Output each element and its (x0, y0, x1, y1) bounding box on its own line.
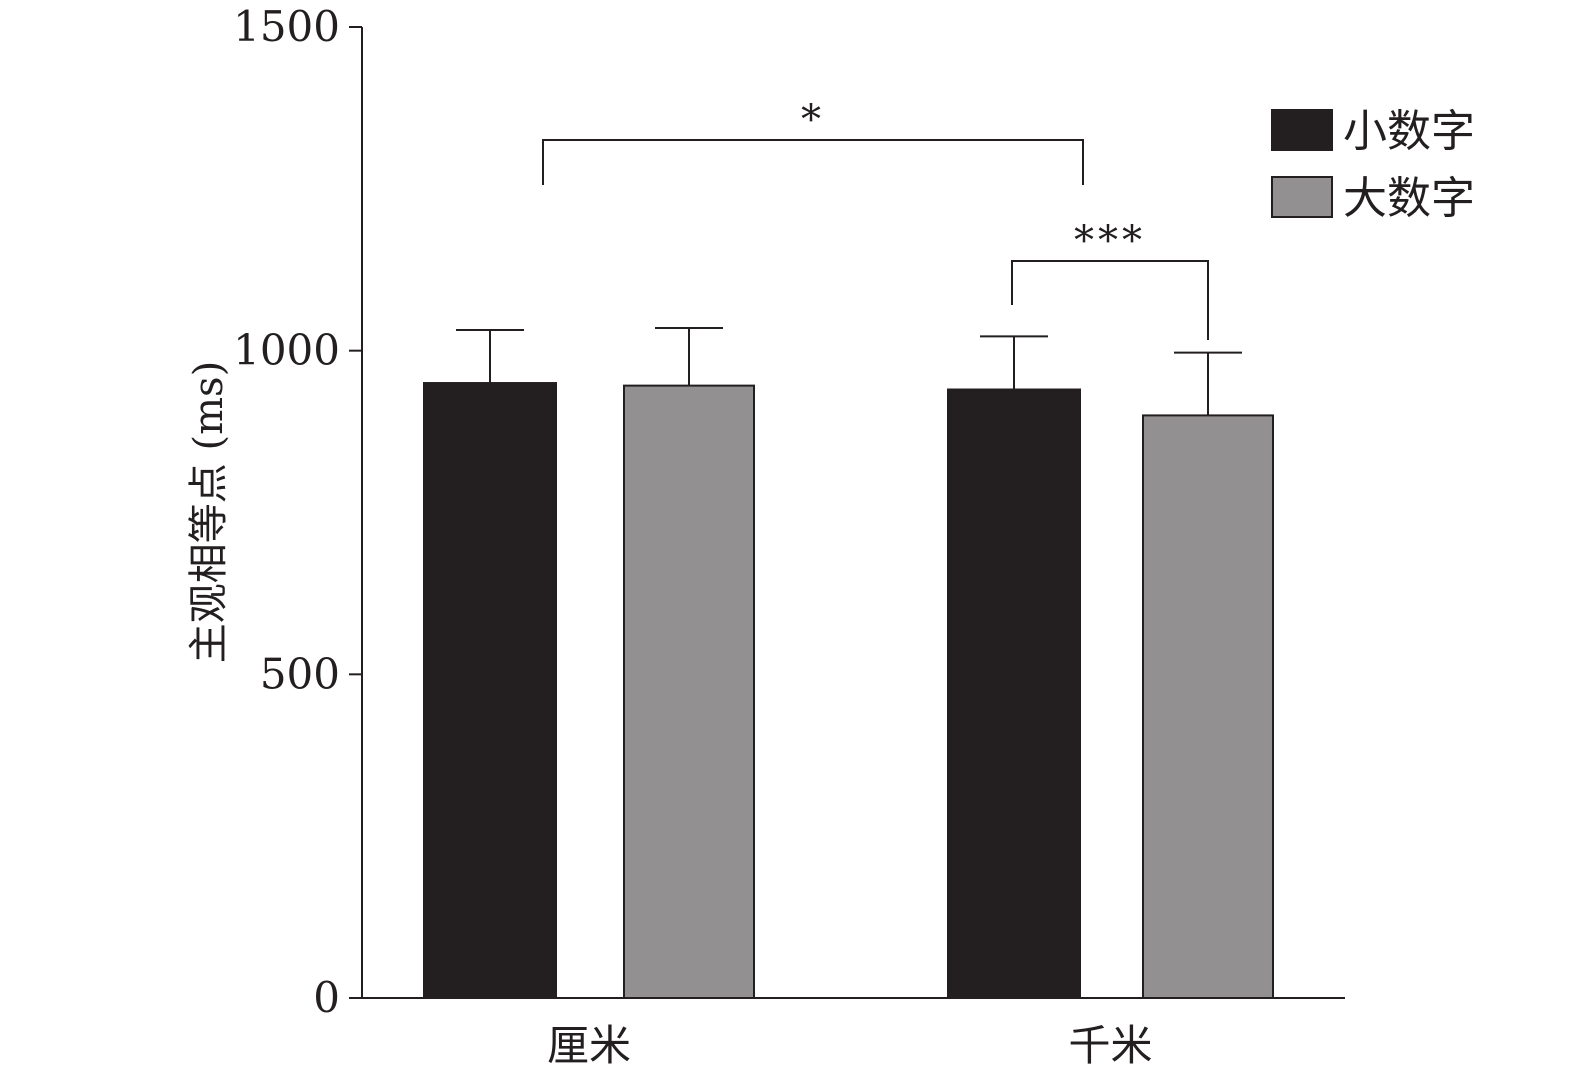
bar-1-1 (1142, 414, 1274, 999)
bar-0-0 (423, 382, 557, 999)
x-tick-label: 千米 (1068, 1021, 1152, 1070)
significance-bracket (1011, 260, 1209, 340)
annotations-layer: **** (542, 97, 1209, 340)
y-tick-label: 500 (260, 649, 340, 698)
legend-swatch (1271, 176, 1333, 218)
y-axis-label: 主观相等点 (ms) (186, 361, 232, 663)
axes-layer: 0 500 1000 1500 厘米 千米 (233, 2, 1345, 1070)
legend-label: 小数字 (1343, 106, 1475, 157)
y-tick-label: 1500 (233, 2, 340, 51)
bar-0-1 (623, 384, 755, 999)
y-tick-label: 1000 (233, 326, 340, 375)
significance-label: * (801, 97, 825, 143)
bar-1-0 (947, 388, 1081, 999)
significance-label: *** (1074, 218, 1146, 264)
x-tick-label: 厘米 (547, 1021, 631, 1070)
bars-layer (423, 327, 1274, 999)
significance-bracket (542, 139, 1084, 185)
legend-label: 大数字 (1343, 173, 1475, 224)
legend-swatch (1271, 109, 1333, 151)
y-tick-label: 0 (313, 973, 340, 1022)
